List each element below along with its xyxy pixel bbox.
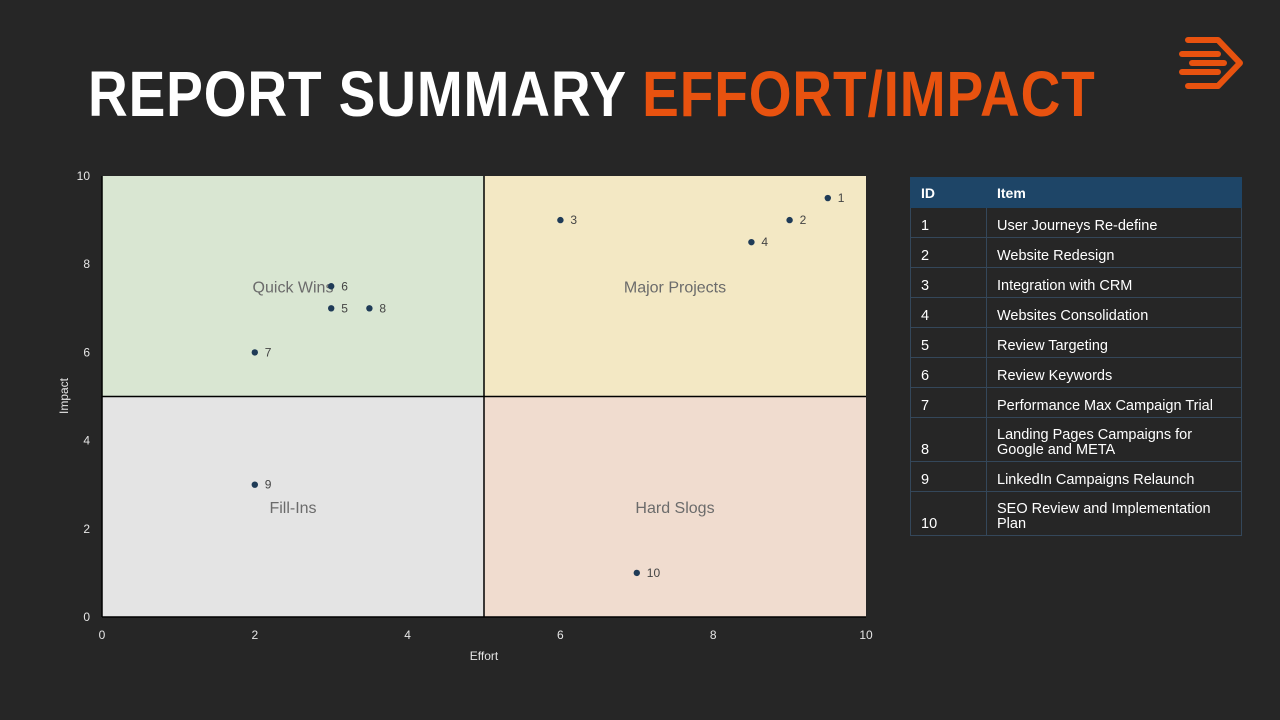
row-id: 6 (910, 357, 987, 388)
table-row: 1 User Journeys Re-define (910, 207, 1242, 238)
quadrant-label-quick-wins: Quick Wins (253, 279, 334, 296)
data-point-label-8: 8 (379, 301, 386, 315)
items-table: ID Item 1 User Journeys Re-define 2 Webs… (910, 177, 1242, 536)
data-point-3 (557, 216, 564, 224)
table-row: 7 Performance Max Campaign Trial (910, 387, 1242, 418)
quadrant-hard-slogs (484, 396, 866, 617)
header-item: Item (986, 177, 1242, 208)
x-tick-label: 0 (99, 628, 106, 642)
y-tick-label: 2 (83, 522, 90, 536)
title-part-main: REPORT SUMMARY (88, 58, 627, 130)
row-id: 1 (910, 207, 987, 238)
row-id: 3 (910, 267, 987, 298)
y-tick-label: 6 (83, 345, 90, 359)
table-row: 10 SEO Review and Implementation Plan (910, 491, 1242, 536)
data-point-1 (824, 194, 831, 202)
row-item: Review Targeting (986, 327, 1242, 358)
row-id: 9 (910, 461, 987, 492)
y-axis-label: Impact (57, 377, 71, 414)
axis-ticks: 0 2 4 6 8 10 0 2 4 6 8 10 (77, 169, 873, 642)
data-point-label-9: 9 (265, 478, 272, 492)
x-tick-label: 8 (710, 628, 717, 642)
quadrant-quick-wins (102, 176, 484, 397)
data-point-6 (328, 283, 335, 290)
data-point-4 (748, 238, 755, 246)
table-row: 2 Website Redesign (910, 237, 1242, 268)
data-point-label-4: 4 (761, 235, 768, 249)
quadrant-major-projects (484, 176, 866, 397)
quadrant-dividers (102, 176, 866, 617)
y-tick-label: 10 (77, 169, 91, 183)
data-point-label-7: 7 (265, 345, 272, 359)
quadrant-label-hard-slogs: Hard Slogs (635, 500, 714, 517)
row-item: Websites Consolidation (986, 297, 1242, 328)
data-point-8 (366, 305, 373, 312)
row-item: Review Keywords (986, 357, 1242, 388)
data-point-label-6: 6 (341, 279, 348, 293)
x-tick-label: 6 (557, 628, 564, 642)
data-point-10 (633, 569, 640, 577)
data-point-label-3: 3 (570, 213, 577, 227)
data-point-5 (328, 305, 335, 312)
x-tick-label: 10 (859, 628, 873, 642)
row-id: 2 (910, 237, 987, 268)
x-axis-label: Effort (470, 649, 499, 663)
page-title: REPORT SUMMARY EFFORT/IMPACT (88, 62, 1096, 126)
table-row: 8 Landing Pages Campaigns for Google and… (910, 417, 1242, 462)
row-item: SEO Review and Implementation Plan (986, 491, 1242, 536)
data-point-label-1: 1 (838, 191, 845, 205)
x-tick-label: 4 (404, 628, 411, 642)
table-header-row: ID Item (910, 177, 1242, 208)
row-item: Integration with CRM (986, 267, 1242, 298)
data-point-label-10: 10 (647, 566, 661, 580)
data-point-label-2: 2 (800, 213, 807, 227)
chart-axes (101, 176, 866, 618)
row-item: Performance Max Campaign Trial (986, 387, 1242, 418)
row-item: Landing Pages Campaigns for Google and M… (986, 417, 1242, 462)
y-tick-label: 4 (83, 434, 90, 448)
data-points: 1 2 3 4 5 6 7 8 9 10 (251, 191, 845, 580)
row-item: User Journeys Re-define (986, 207, 1242, 238)
data-point-9 (251, 481, 258, 488)
table-row: 6 Review Keywords (910, 357, 1242, 388)
row-item: LinkedIn Campaigns Relaunch (986, 461, 1242, 492)
table-row: 4 Websites Consolidation (910, 297, 1242, 328)
row-id: 5 (910, 327, 987, 358)
title-part-accent: EFFORT/IMPACT (642, 58, 1096, 130)
quadrant-label-major-projects: Major Projects (624, 279, 726, 296)
quadrant-label-fill-ins: Fill-Ins (269, 500, 316, 517)
quadrant-backgrounds (102, 176, 866, 617)
row-id: 8 (910, 417, 987, 462)
data-point-label-5: 5 (341, 301, 348, 315)
data-point-7 (251, 349, 258, 356)
effort-impact-chart: Quick Wins Major Projects Fill-Ins Hard Slo… (57, 169, 873, 663)
y-tick-label: 0 (83, 610, 90, 624)
table-row: 3 Integration with CRM (910, 267, 1242, 298)
data-point-2 (786, 216, 793, 224)
y-tick-label: 8 (83, 257, 90, 271)
row-item: Website Redesign (986, 237, 1242, 268)
x-tick-label: 2 (251, 628, 258, 642)
stream-arrow-logo-icon (1179, 37, 1243, 89)
row-id: 10 (910, 491, 987, 536)
row-id: 4 (910, 297, 987, 328)
table-row: 9 LinkedIn Campaigns Relaunch (910, 461, 1242, 492)
table-row: 5 Review Targeting (910, 327, 1242, 358)
quadrant-labels: Quick Wins Major Projects Fill-Ins Hard Slo… (253, 279, 727, 517)
quadrant-fill-ins (102, 396, 484, 617)
row-id: 7 (910, 387, 987, 418)
header-id: ID (910, 177, 987, 208)
